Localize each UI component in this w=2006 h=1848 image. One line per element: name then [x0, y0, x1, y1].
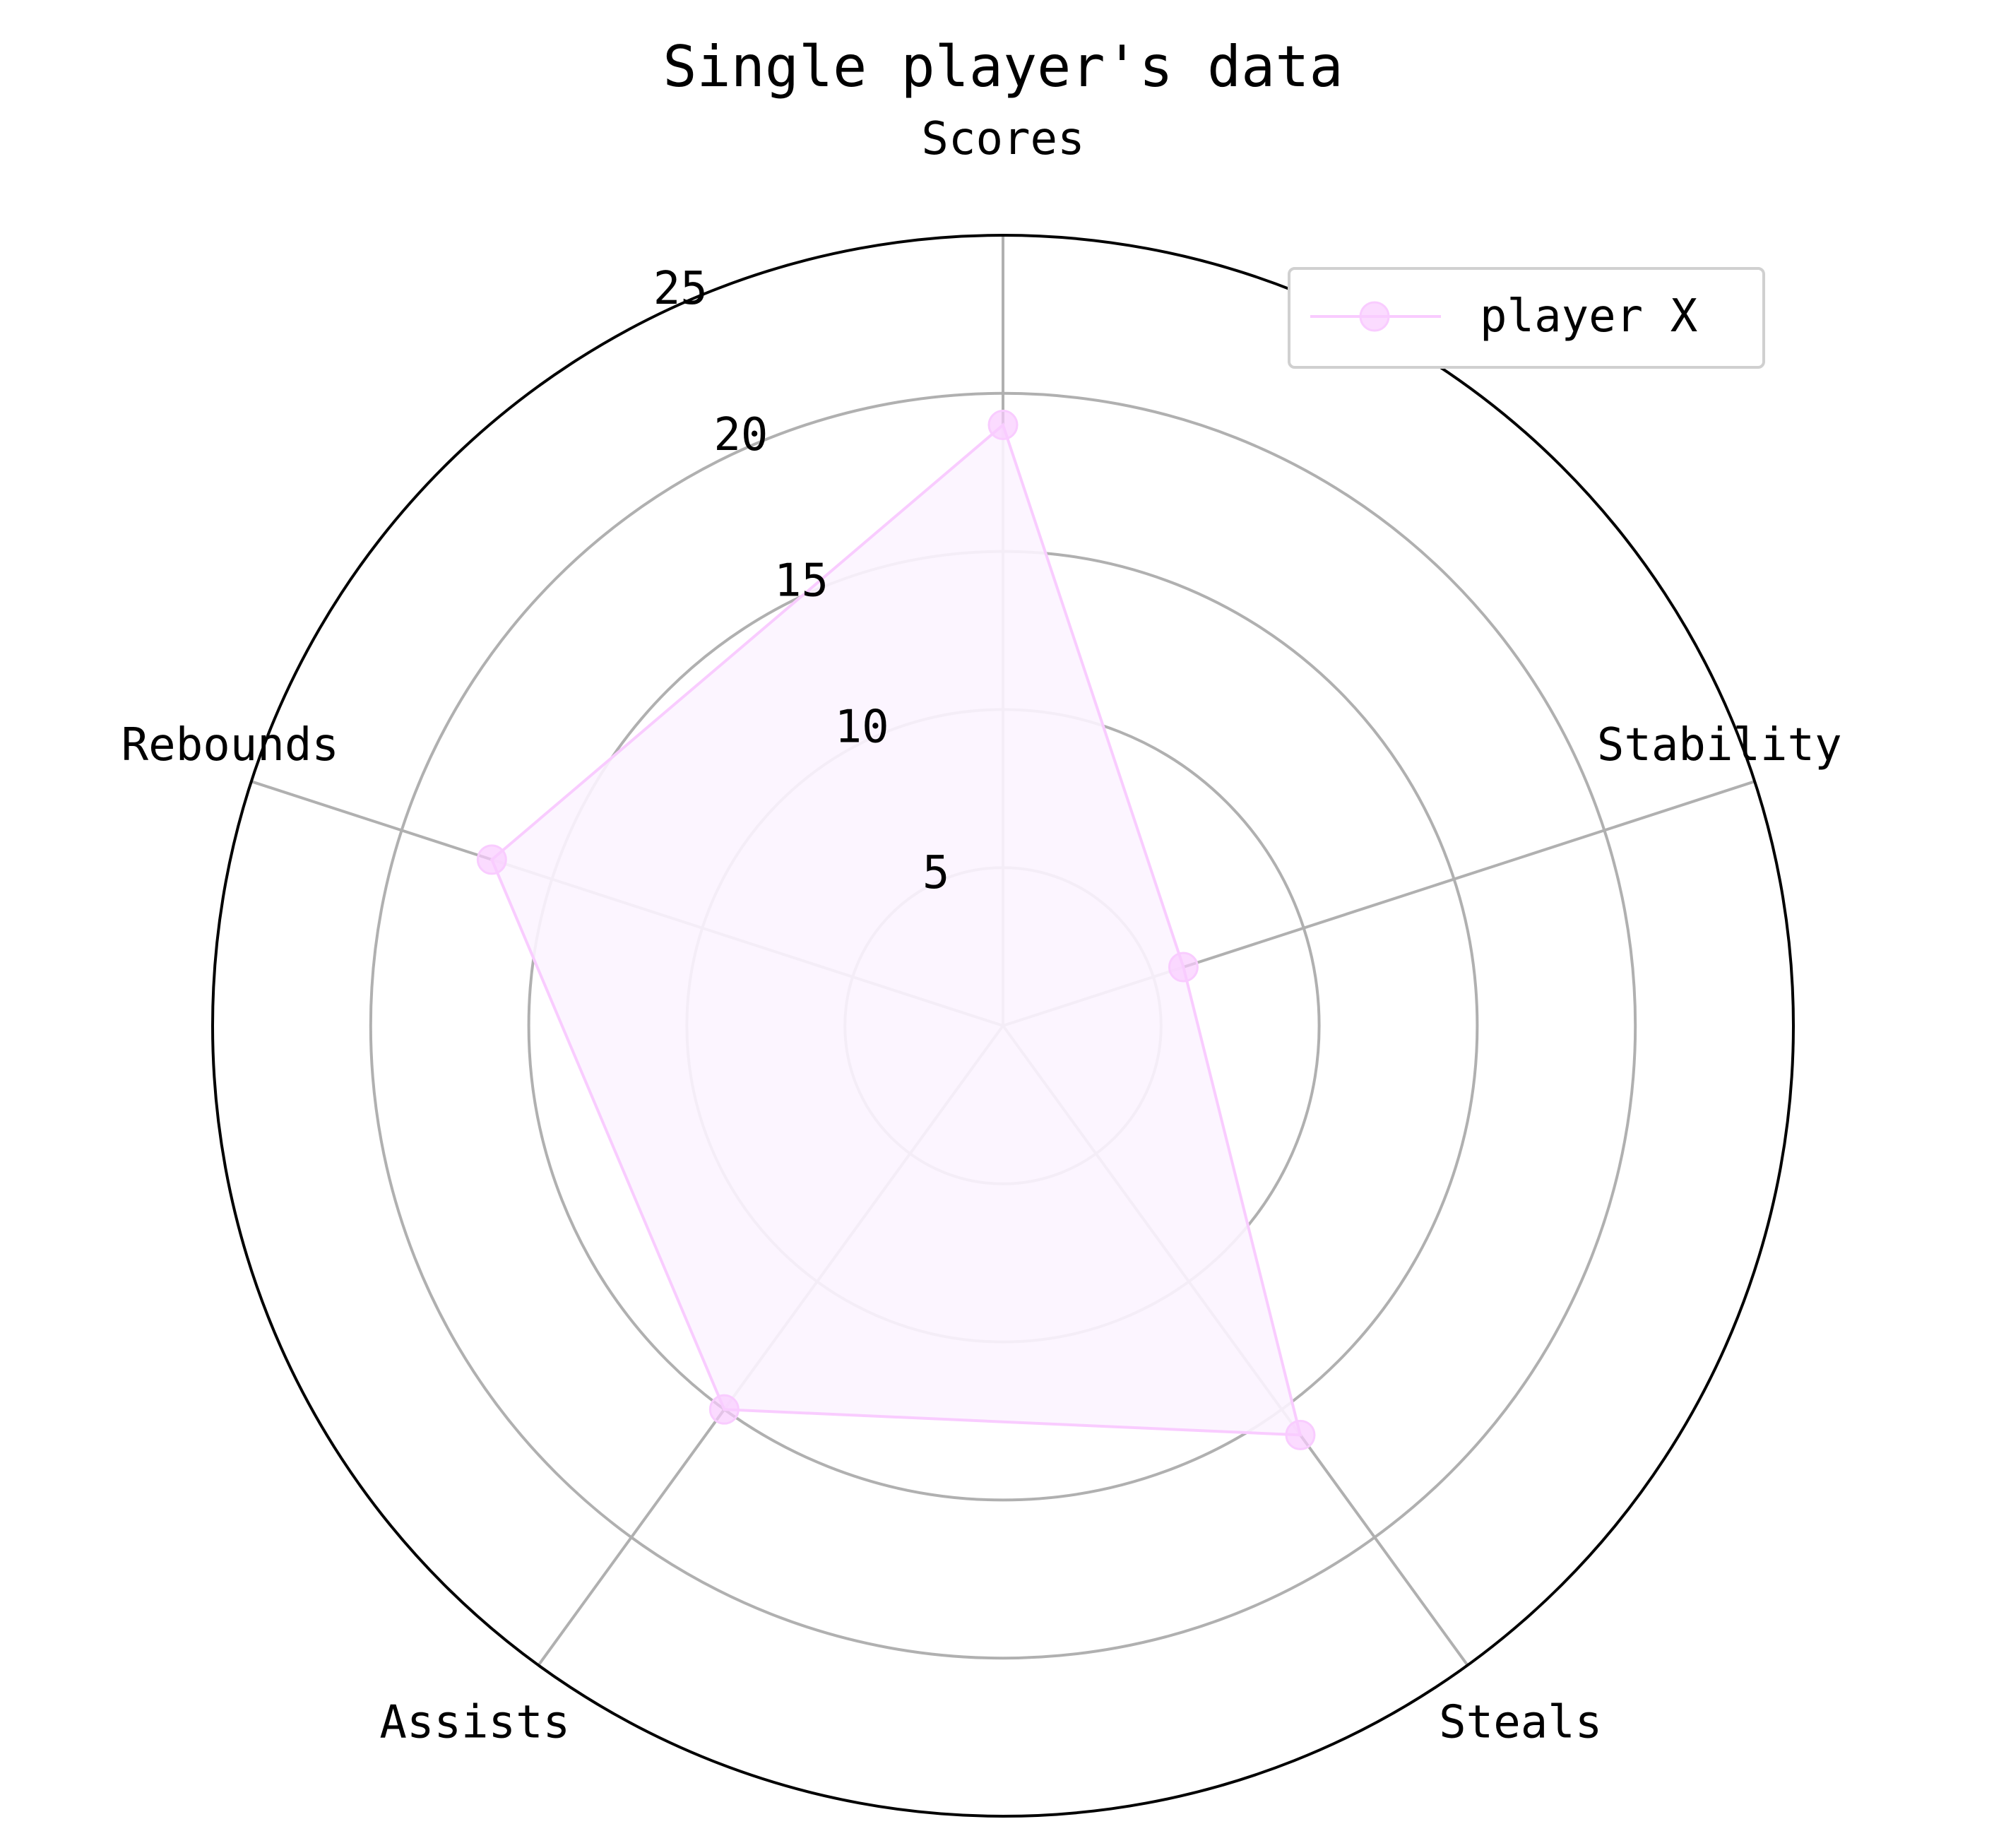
data-point-assists: [708, 1394, 740, 1425]
data-point-stability: [1168, 952, 1199, 983]
category-label-scores: Scores: [921, 113, 1084, 165]
outer-ring: [211, 234, 1795, 1818]
legend: player X: [1288, 267, 1765, 369]
legend-label-player-x: player X: [1480, 290, 1697, 343]
data-point-scores: [987, 410, 1019, 441]
legend-frame: [1288, 267, 1765, 369]
radial-tick-label-10: 10: [835, 701, 889, 753]
radial-tick-label-20: 20: [713, 409, 768, 461]
category-label-steals: Steals: [1439, 1696, 1602, 1748]
legend-marker-swatch: [1359, 301, 1390, 332]
data-point-rebounds: [476, 844, 507, 875]
radial-tick-label-5: 5: [922, 847, 950, 899]
category-label-rebounds: Rebounds: [121, 719, 339, 771]
series-polygon-0: [489, 422, 1302, 1437]
radial-tick-label-15: 15: [774, 555, 829, 608]
data-series: [476, 410, 1316, 1450]
category-label-assists: Assists: [379, 1696, 570, 1748]
labels: 5 10 15 20 25 Scores Stability Steals Assists Reb…: [121, 113, 1842, 1748]
radial-tick-label-25: 25: [653, 263, 708, 315]
data-point-steals: [1285, 1419, 1316, 1450]
category-label-stability: Stability: [1597, 719, 1842, 771]
chart-title: Single player's data: [663, 34, 1343, 100]
